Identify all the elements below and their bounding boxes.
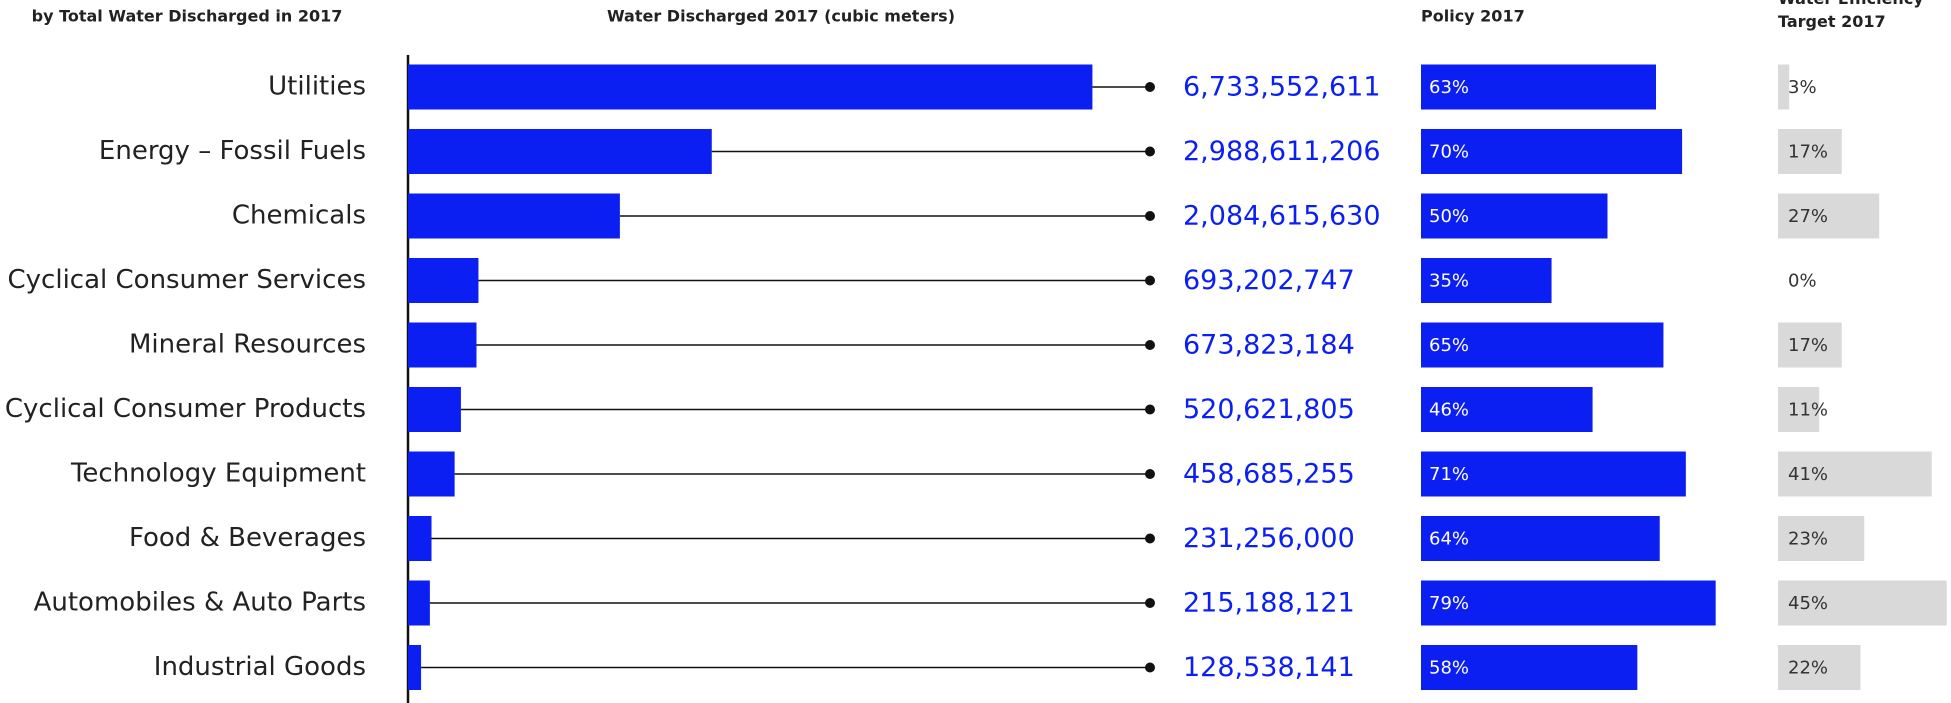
bar	[1778, 645, 1861, 690]
value-label: 22%	[1788, 658, 1828, 679]
value-label: 0%	[1788, 271, 1817, 292]
bar	[1778, 129, 1842, 174]
value-label: 45%	[1788, 593, 1828, 614]
connector-dot	[1145, 598, 1155, 608]
value-label: 2,084,615,630	[1183, 201, 1381, 232]
category-label: Cyclical Consumer Services	[8, 265, 366, 295]
category-label: Food & Beverages	[129, 523, 366, 553]
value-label: 231,256,000	[1183, 523, 1355, 554]
bar	[1421, 580, 1716, 626]
bar	[408, 129, 712, 174]
category-label: Energy – Fossil Fuels	[99, 136, 366, 166]
value-label: 458,685,255	[1183, 459, 1355, 490]
value-label: 215,188,121	[1183, 588, 1355, 619]
category-label: Cyclical Consumer Products	[5, 394, 366, 424]
category-label: Technology Equipment	[70, 459, 366, 489]
value-label: 63%	[1429, 77, 1469, 98]
value-label: 3%	[1788, 77, 1817, 98]
bar	[1778, 193, 1880, 239]
value-label: 41%	[1788, 464, 1828, 485]
bar	[1421, 322, 1664, 368]
bar	[1778, 516, 1865, 561]
bar	[408, 580, 430, 626]
bar	[1778, 580, 1947, 626]
category-label: Utilities	[268, 72, 366, 102]
connector-dot	[1145, 211, 1155, 221]
value-label: 27%	[1788, 206, 1828, 227]
column-header: Water Discharged 2017 (cubic meters)	[607, 7, 955, 26]
value-label: 17%	[1788, 142, 1828, 163]
column-header: Water Efficiency Target 2017	[1778, 0, 1924, 31]
bar	[408, 193, 620, 239]
bar	[1778, 387, 1820, 432]
connector-dot	[1145, 340, 1155, 350]
category-label: Automobiles & Auto Parts	[34, 588, 366, 618]
bar	[408, 516, 432, 561]
connector-dot	[1145, 533, 1155, 544]
bar	[1778, 64, 1790, 110]
value-label: 23%	[1788, 529, 1828, 550]
value-label: 2,988,611,206	[1183, 136, 1381, 167]
connector-dot	[1145, 146, 1155, 157]
bar	[1421, 129, 1683, 174]
bar	[408, 322, 477, 368]
bar	[1421, 258, 1552, 303]
value-label: 11%	[1788, 400, 1828, 421]
value-label: 58%	[1429, 658, 1469, 679]
chart-title: by Total Water Discharged in 2017	[32, 7, 343, 26]
value-label: 65%	[1429, 335, 1469, 356]
connector-dot	[1145, 404, 1155, 415]
value-label: 6,733,552,611	[1183, 72, 1381, 103]
value-label: 693,202,747	[1183, 265, 1355, 296]
value-label: 79%	[1429, 593, 1469, 614]
bar	[1421, 451, 1686, 497]
value-label: 70%	[1429, 142, 1469, 163]
bar	[1421, 193, 1608, 239]
connector-dot	[1145, 662, 1155, 673]
category-label: Mineral Resources	[129, 330, 366, 360]
value-label: 46%	[1429, 400, 1469, 421]
value-label: 71%	[1429, 464, 1469, 485]
value-label: 50%	[1429, 206, 1469, 227]
value-label: 128,538,141	[1183, 652, 1355, 683]
bar	[1778, 451, 1932, 497]
category-label: Chemicals	[232, 201, 366, 231]
bar	[408, 64, 1093, 110]
bar	[408, 451, 455, 497]
bar	[408, 645, 422, 690]
value-label: 35%	[1429, 271, 1469, 292]
value-label: 520,621,805	[1183, 394, 1355, 425]
connector-dot	[1145, 275, 1155, 286]
bar	[1778, 322, 1842, 368]
value-label: 673,823,184	[1183, 330, 1355, 361]
bar	[1421, 516, 1660, 561]
bar	[1421, 387, 1593, 432]
connector-dot	[1145, 469, 1155, 479]
bar	[1421, 64, 1656, 110]
bar	[408, 387, 461, 432]
connector-dot	[1145, 82, 1155, 92]
bar	[1421, 645, 1638, 690]
category-label: Industrial Goods	[154, 652, 366, 682]
value-label: 17%	[1788, 335, 1828, 356]
column-header: Policy 2017	[1421, 7, 1525, 26]
bar	[408, 258, 479, 303]
value-label: 64%	[1429, 529, 1469, 550]
